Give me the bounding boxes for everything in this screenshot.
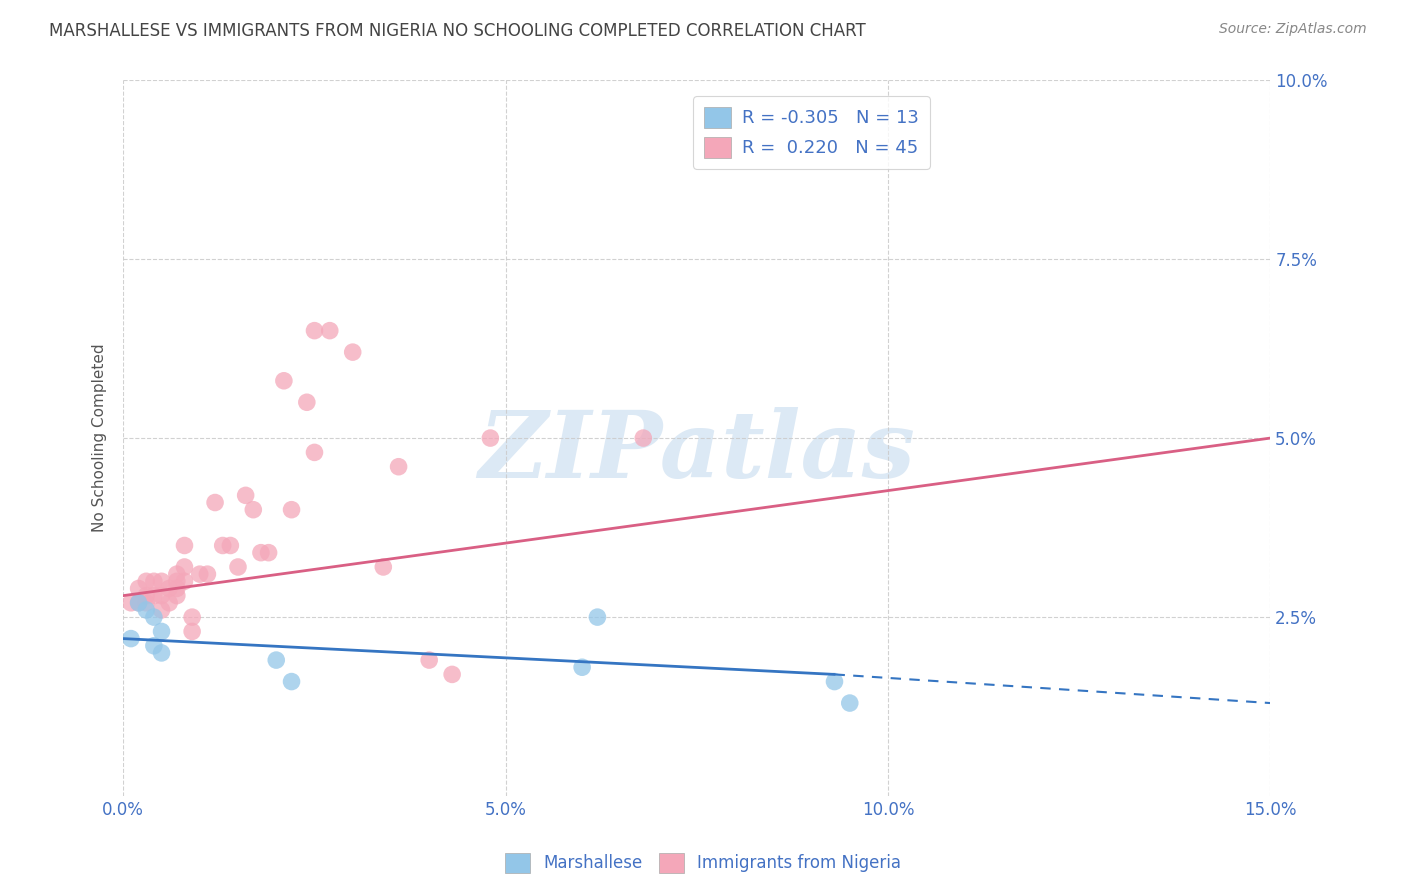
Point — [166, 567, 188, 582]
Point — [150, 646, 173, 660]
Point — [135, 589, 157, 603]
Text: ZIPatlas: ZIPatlas — [478, 408, 915, 498]
Point — [479, 431, 502, 445]
Point — [571, 660, 593, 674]
Point — [264, 653, 287, 667]
Point — [166, 574, 188, 589]
Point — [120, 632, 142, 646]
Point — [319, 324, 342, 338]
Point — [150, 589, 173, 603]
Point — [250, 546, 273, 560]
Point — [280, 502, 302, 516]
Point — [342, 345, 364, 359]
Point — [219, 539, 242, 553]
Point — [304, 324, 326, 338]
Point — [273, 374, 295, 388]
Point — [295, 395, 318, 409]
Point — [824, 674, 846, 689]
Point — [150, 603, 173, 617]
Point — [418, 653, 440, 667]
Point — [235, 488, 257, 502]
Point — [150, 574, 173, 589]
Point — [387, 459, 409, 474]
Point — [280, 674, 302, 689]
Point — [211, 539, 233, 553]
Point — [157, 582, 180, 596]
Point — [181, 624, 204, 639]
Point — [173, 574, 195, 589]
Legend: R = -0.305   N = 13, R =  0.220   N = 45: R = -0.305 N = 13, R = 0.220 N = 45 — [693, 96, 929, 169]
Point — [173, 539, 195, 553]
Point — [142, 589, 165, 603]
Point — [838, 696, 860, 710]
Text: Source: ZipAtlas.com: Source: ZipAtlas.com — [1219, 22, 1367, 37]
Point — [373, 560, 395, 574]
Point — [142, 639, 165, 653]
Legend: Marshallese, Immigrants from Nigeria: Marshallese, Immigrants from Nigeria — [498, 847, 908, 880]
Point — [441, 667, 464, 681]
Point — [181, 610, 204, 624]
Point — [173, 560, 195, 574]
Point — [120, 596, 142, 610]
Point — [166, 589, 188, 603]
Point — [242, 502, 264, 516]
Point — [304, 445, 326, 459]
Point — [157, 596, 180, 610]
Point — [586, 610, 609, 624]
Point — [197, 567, 219, 582]
Point — [226, 560, 249, 574]
Point — [135, 596, 157, 610]
Y-axis label: No Schooling Completed: No Schooling Completed — [93, 343, 107, 533]
Text: MARSHALLESE VS IMMIGRANTS FROM NIGERIA NO SCHOOLING COMPLETED CORRELATION CHART: MARSHALLESE VS IMMIGRANTS FROM NIGERIA N… — [49, 22, 866, 40]
Point — [150, 624, 173, 639]
Point — [188, 567, 211, 582]
Point — [128, 596, 150, 610]
Point — [257, 546, 280, 560]
Point — [633, 431, 655, 445]
Point — [204, 495, 226, 509]
Point — [166, 582, 188, 596]
Point — [142, 574, 165, 589]
Point — [128, 582, 150, 596]
Point — [135, 603, 157, 617]
Point — [128, 596, 150, 610]
Point — [135, 574, 157, 589]
Point — [142, 610, 165, 624]
